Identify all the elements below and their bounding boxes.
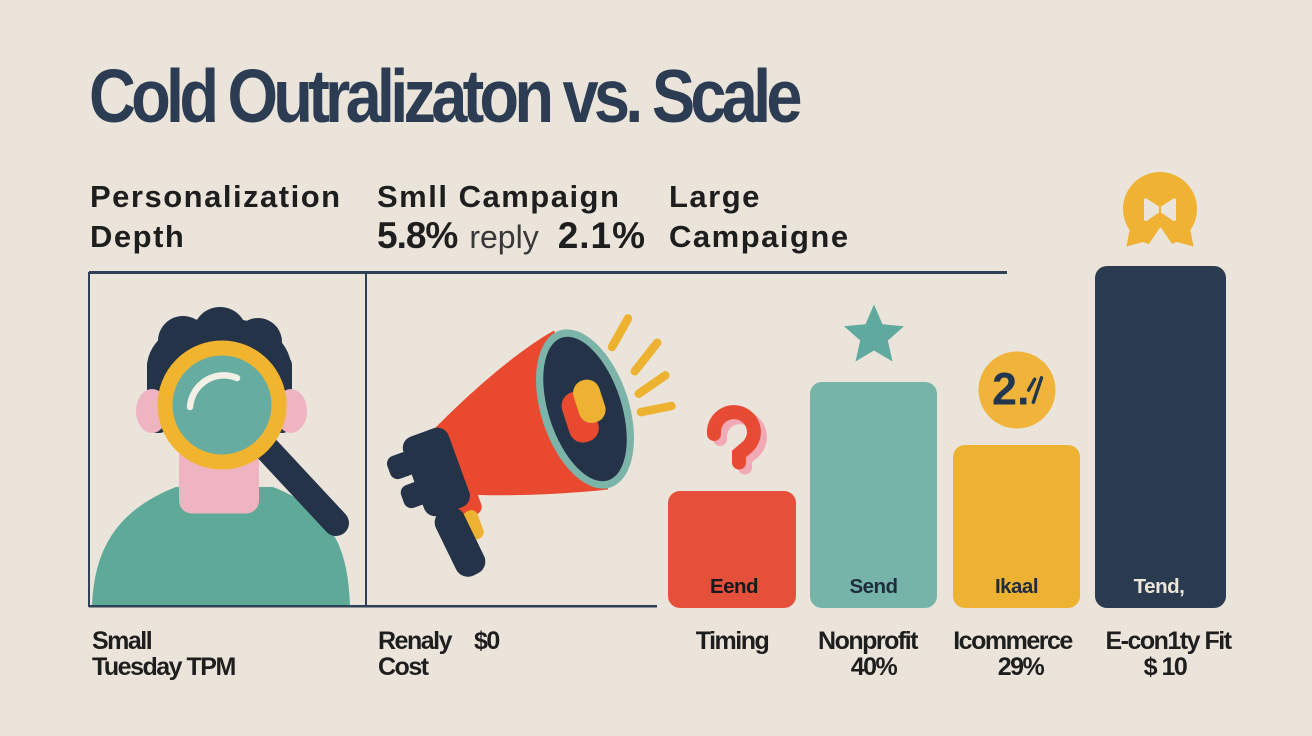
svg-text:2.: 2.	[992, 364, 1030, 415]
